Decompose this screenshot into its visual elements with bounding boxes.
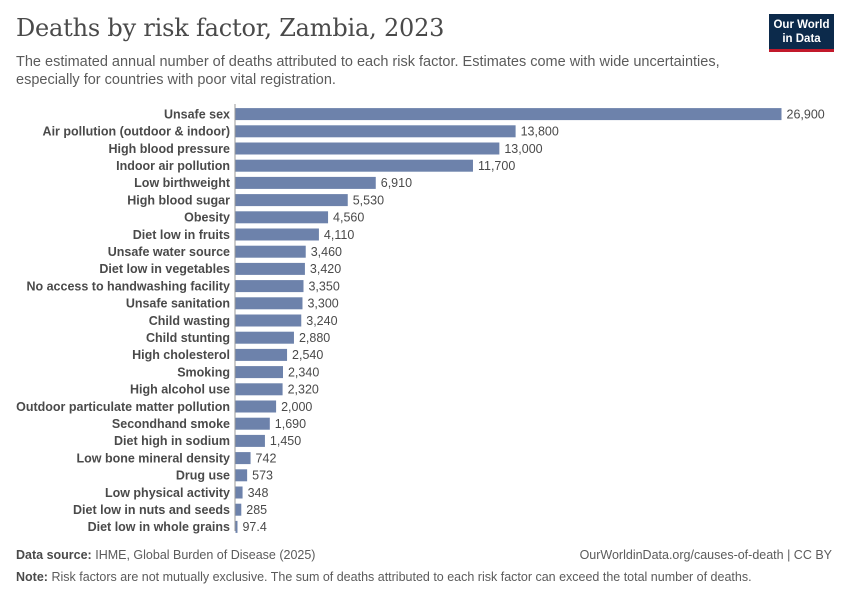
bar[interactable] — [235, 108, 782, 121]
category-label: Child stunting — [146, 331, 230, 345]
category-label: Unsafe sanitation — [126, 297, 230, 311]
bar[interactable] — [235, 486, 243, 499]
bar[interactable] — [235, 366, 283, 379]
bar[interactable] — [235, 262, 305, 275]
bar[interactable] — [235, 469, 248, 482]
chart-subtitle: The estimated annual number of deaths at… — [16, 54, 720, 88]
owid-logo[interactable]: Our World in Data — [769, 14, 834, 52]
category-label: Diet low in whole grains — [88, 520, 230, 534]
value-label: 3,240 — [306, 314, 337, 328]
value-label: 348 — [248, 486, 269, 500]
bar[interactable] — [235, 400, 277, 413]
category-label: Drug use — [176, 469, 230, 483]
chart-note: Note: Risk factors are not mutually excl… — [16, 570, 752, 584]
value-label: 5,530 — [353, 193, 384, 207]
bar[interactable] — [235, 452, 251, 465]
value-label: 2,880 — [299, 331, 330, 345]
bars-group: Unsafe sex 26,900 Air pollution (outdoor &… — [16, 107, 825, 534]
value-label: 3,350 — [308, 279, 339, 293]
bar-chart: Unsafe sex 26,900 Air pollution (outdoor &… — [16, 104, 825, 534]
category-label: Low physical activity — [105, 486, 230, 500]
value-label: 2,320 — [288, 383, 319, 397]
category-label: Smoking — [177, 365, 230, 379]
value-label: 1,450 — [270, 434, 301, 448]
category-label: Low birthweight — [134, 176, 231, 190]
category-label: Diet low in nuts and seeds — [73, 503, 230, 517]
bar[interactable] — [235, 194, 348, 207]
source-label: Data source: — [16, 548, 92, 562]
category-label: High cholesterol — [132, 348, 230, 362]
bar[interactable] — [235, 176, 376, 189]
bar[interactable] — [235, 125, 516, 138]
bar[interactable] — [235, 211, 329, 224]
category-label: Diet high in sodium — [114, 434, 230, 448]
category-label: Unsafe water source — [108, 245, 230, 259]
bar[interactable] — [235, 297, 303, 310]
bar[interactable] — [235, 383, 283, 396]
bar[interactable] — [235, 331, 294, 344]
source-url[interactable]: OurWorldinData.org/causes-of-death | CC … — [579, 548, 832, 562]
category-label: Air pollution (outdoor & indoor) — [43, 125, 230, 139]
value-label: 3,300 — [307, 297, 338, 311]
value-label: 3,460 — [311, 245, 342, 259]
bar[interactable] — [235, 348, 288, 361]
value-label: 285 — [246, 503, 267, 517]
bar[interactable] — [235, 142, 500, 155]
value-label: 4,110 — [324, 228, 354, 242]
note-label: Note: — [16, 570, 48, 584]
category-label: Child wasting — [149, 314, 230, 328]
value-label: 6,910 — [381, 176, 412, 190]
category-label: High blood pressure — [108, 142, 230, 156]
logo-line-2: in Data — [782, 33, 821, 45]
value-label: 742 — [256, 451, 277, 465]
bar[interactable] — [235, 159, 473, 172]
bar[interactable] — [235, 314, 302, 327]
value-label: 13,800 — [521, 125, 559, 139]
note-text: Risk factors are not mutually exclusive.… — [51, 570, 752, 584]
category-label: No access to handwashing facility — [26, 279, 230, 293]
value-label: 1,690 — [275, 417, 306, 431]
bar[interactable] — [235, 520, 238, 533]
bar[interactable] — [235, 280, 304, 293]
value-label: 2,340 — [288, 365, 319, 379]
value-label: 2,540 — [292, 348, 323, 362]
chart-title: Deaths by risk factor, Zambia, 2023 — [16, 14, 445, 42]
category-label: High alcohol use — [130, 383, 230, 397]
category-label: Secondhand smoke — [112, 417, 230, 431]
value-label: 573 — [252, 469, 273, 483]
value-label: 4,560 — [333, 211, 364, 225]
value-label: 11,700 — [478, 159, 515, 173]
source-text[interactable]: IHME, Global Burden of Disease (2025) — [95, 548, 316, 562]
category-label: Unsafe sex — [164, 107, 230, 121]
value-label: 3,420 — [310, 262, 341, 276]
data-source: Data source: IHME, Global Burden of Dise… — [16, 548, 315, 562]
bar[interactable] — [235, 417, 270, 430]
bar[interactable] — [235, 245, 306, 258]
bar[interactable] — [235, 228, 319, 241]
category-label: Diet low in vegetables — [99, 262, 230, 276]
value-label: 13,000 — [504, 142, 542, 156]
category-label: High blood sugar — [127, 193, 230, 207]
category-label: Indoor air pollution — [116, 159, 230, 173]
category-label: Low bone mineral density — [77, 451, 231, 465]
value-label: 97.4 — [242, 520, 266, 534]
bar[interactable] — [235, 503, 242, 516]
category-label: Diet low in fruits — [133, 228, 230, 242]
bar[interactable] — [235, 434, 265, 447]
value-label: 26,900 — [787, 107, 825, 121]
category-label: Obesity — [184, 211, 230, 225]
logo-line-1: Our World — [773, 19, 830, 31]
category-label: Outdoor particulate matter pollution — [16, 400, 230, 414]
value-label: 2,000 — [281, 400, 312, 414]
